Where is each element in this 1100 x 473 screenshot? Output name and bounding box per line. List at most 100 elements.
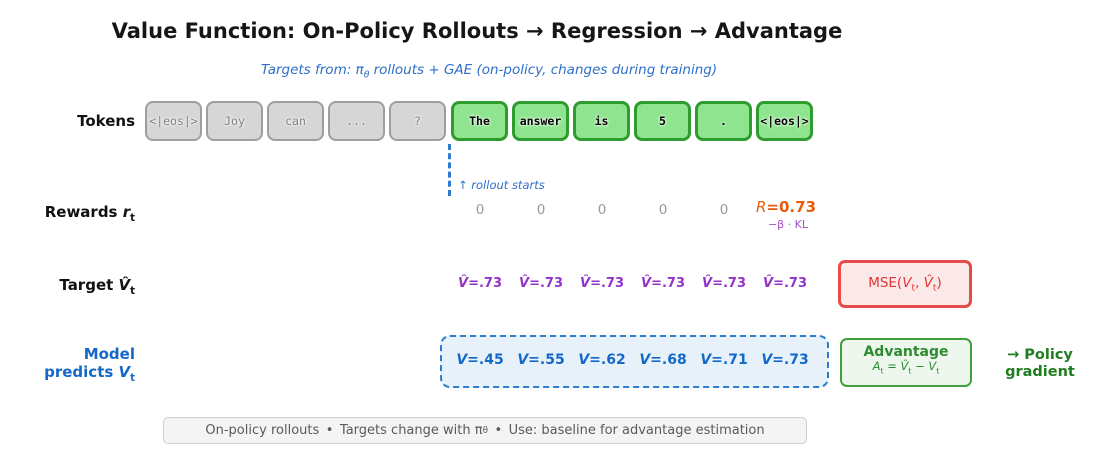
rewards-var: r: [122, 203, 131, 221]
reward-value: 0: [536, 202, 546, 218]
response-token: <|eos|>: [756, 101, 813, 141]
prompt-token: can: [267, 101, 324, 141]
policy-gradient-line2: gradient: [1005, 364, 1075, 380]
response-token-label: is: [594, 114, 609, 128]
advantage-var-vhat: V̂: [900, 359, 909, 373]
response-token-label: .: [720, 114, 727, 128]
model-value-var: V: [761, 352, 773, 368]
model-var-subscript: t: [130, 373, 135, 384]
footnote-box: On-policy rollouts • Targets change with…: [163, 417, 807, 444]
model-value-var: V: [456, 352, 468, 368]
prompt-token-label: <|eos|>: [149, 114, 198, 128]
model-value: V=.68: [631, 352, 695, 368]
model-value-number: =.45: [467, 352, 504, 368]
mse-loss-formula: MSE(Vt, V̂t): [868, 275, 942, 294]
model-value-number: =.71: [711, 352, 748, 368]
model-label-line2: predicts: [44, 363, 119, 381]
advantage-minus: −: [911, 359, 929, 373]
target-value-var: V̂: [519, 276, 530, 291]
policy-gradient-line1: → Policy: [1007, 347, 1073, 363]
rewards-row-label: Rewards rt: [0, 203, 135, 224]
advantage-box: Advantage At = V̂t − Vt: [840, 338, 972, 387]
mse-close-paren: ): [936, 274, 942, 291]
prompt-token: ?: [389, 101, 446, 141]
rollout-start-dashed-line: [448, 144, 451, 196]
model-label-line1: Model: [83, 345, 135, 363]
mse-comma: ,: [915, 274, 924, 291]
final-reward-number: =0.73: [766, 198, 816, 216]
target-value-number: =.73: [712, 276, 746, 291]
target-value: V̂=.73: [692, 276, 756, 291]
advantage-var-v: V: [928, 359, 937, 373]
mse-var-v: V: [902, 274, 912, 291]
prompt-token: <|eos|>: [145, 101, 202, 141]
response-token-label: <|eos|>: [760, 114, 809, 128]
advantage-sub-t: t: [908, 366, 912, 376]
response-token: 5: [634, 101, 691, 141]
rewards-label-text: Rewards: [44, 203, 123, 221]
tokens-row-label: Tokens: [77, 112, 135, 130]
target-value-var: V̂: [702, 276, 713, 291]
target-value-number: =.73: [468, 276, 502, 291]
model-var: V: [118, 363, 131, 381]
model-value-var: V: [517, 352, 529, 368]
model-value-var: V: [639, 352, 651, 368]
target-value: V̂=.73: [448, 276, 512, 291]
model-value-number: =.62: [589, 352, 626, 368]
subtitle-pi-subscript: θ: [363, 69, 370, 81]
advantage-equals: =: [883, 359, 901, 373]
response-token: answer: [512, 101, 569, 141]
subtitle-pre: Targets from: π: [260, 62, 364, 78]
response-token: .: [695, 101, 752, 141]
target-value-number: =.73: [773, 276, 807, 291]
target-value: V̂=.73: [631, 276, 695, 291]
mse-sub-t: t: [911, 282, 916, 294]
model-value: V=.71: [692, 352, 756, 368]
prompt-token-label: Joy: [224, 114, 245, 128]
response-token: The: [451, 101, 508, 141]
rewards-var-subscript: t: [130, 213, 135, 224]
advantage-sub-t: t: [936, 366, 940, 376]
target-value-var: V̂: [458, 276, 469, 291]
target-value-number: =.73: [529, 276, 563, 291]
kl-penalty-note: −β · KL: [767, 218, 809, 231]
prompt-token-label: ...: [346, 114, 367, 128]
footnote-pi-subscript: θ: [482, 425, 488, 436]
response-token-label: The: [469, 114, 490, 128]
reward-value: 0: [597, 202, 607, 218]
reward-value: 0: [658, 202, 668, 218]
target-value-var: V̂: [641, 276, 652, 291]
model-value-number: =.55: [528, 352, 565, 368]
target-value: V̂=.73: [570, 276, 634, 291]
mse-sub-t: t: [932, 282, 937, 294]
model-value: V=.45: [448, 352, 512, 368]
model-value-var: V: [578, 352, 590, 368]
subtitle: Targets from: πθ rollouts + GAE (on-poli…: [0, 62, 978, 81]
page-title: Value Function: On-Policy Rollouts → Reg…: [111, 19, 843, 43]
model-value: V=.73: [753, 352, 817, 368]
up-arrow-icon: ↑: [458, 178, 468, 192]
target-value: V̂=.73: [753, 276, 817, 291]
prompt-token-label: ?: [414, 114, 421, 128]
model-value-number: =.73: [772, 352, 809, 368]
rollout-start-annotation: ↑ rollout starts: [458, 178, 545, 192]
advantage-var-a: A: [872, 359, 881, 373]
response-token-label: 5: [659, 114, 666, 128]
target-row-label: Target V̂t: [0, 276, 135, 297]
response-token-label: answer: [519, 114, 562, 128]
target-value: V̂=.73: [509, 276, 573, 291]
prompt-token: Joy: [206, 101, 263, 141]
target-value-number: =.73: [651, 276, 685, 291]
target-value-var: V̂: [580, 276, 591, 291]
subtitle-post: rollouts + GAE (on-policy, changes durin…: [369, 62, 718, 78]
reward-value: 0: [475, 202, 485, 218]
prompt-token-label: can: [285, 114, 306, 128]
model-value-number: =.68: [650, 352, 687, 368]
target-label-text: Target: [59, 276, 119, 294]
prompt-token: ...: [328, 101, 385, 141]
model-row-label: Model predicts Vt: [0, 345, 135, 388]
final-reward-value: R=0.73: [743, 198, 829, 216]
reward-value: 0: [719, 202, 729, 218]
footnote-text-1: On-policy rollouts • Targets change with…: [205, 423, 483, 438]
